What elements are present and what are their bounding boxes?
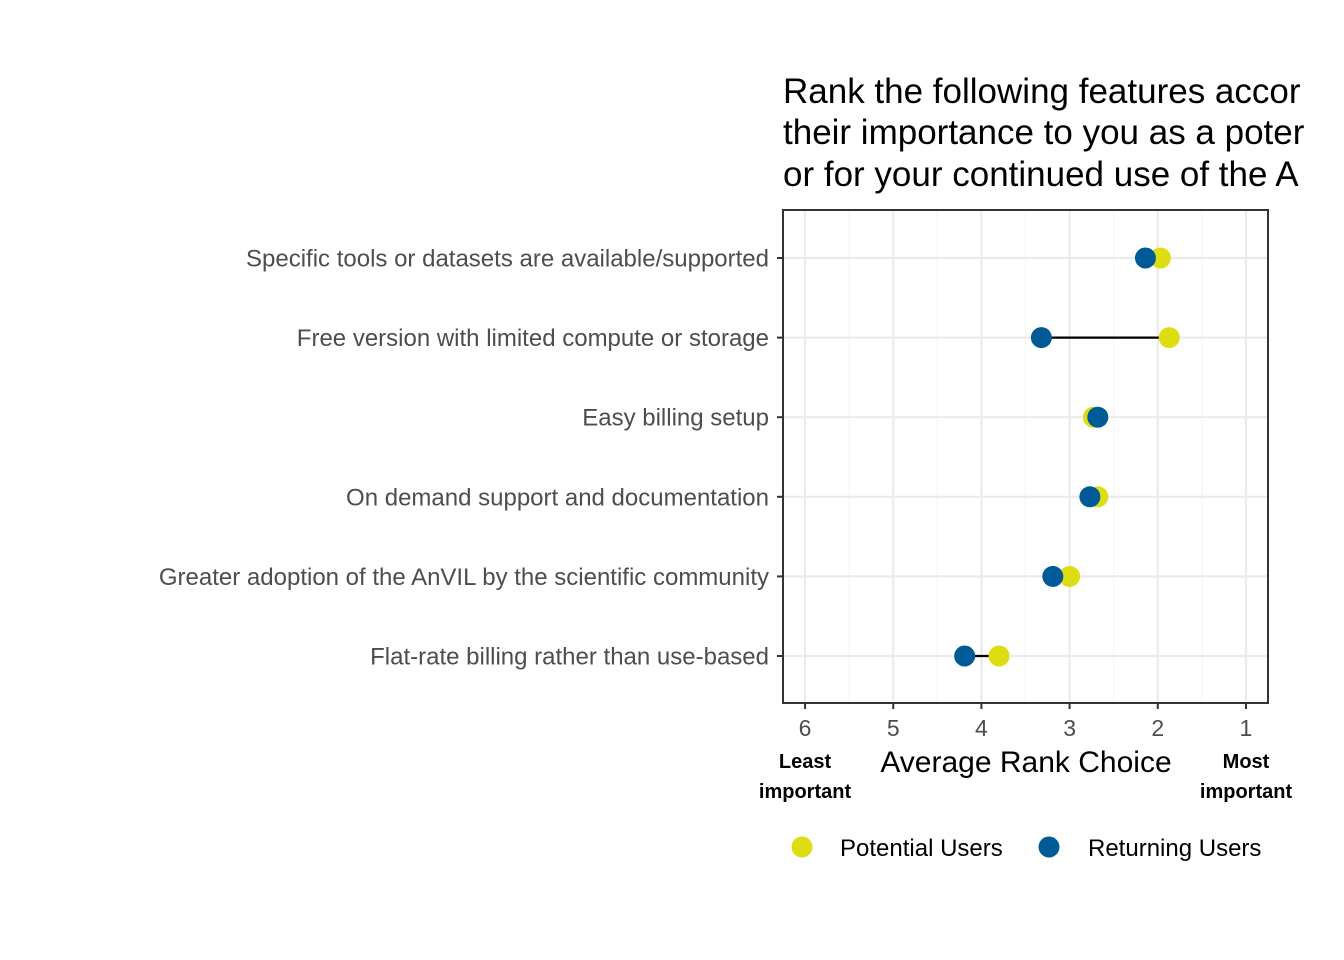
x-tick-label: 5 xyxy=(887,715,900,741)
legend-potential-users-label: Potential Users xyxy=(840,835,1003,862)
legend-potential-users-swatch xyxy=(791,836,813,858)
returning-users-point xyxy=(1042,565,1064,587)
potential-users-point xyxy=(1158,327,1180,349)
returning-users-point xyxy=(1134,247,1156,269)
returning-users-point xyxy=(1087,406,1109,428)
x-axis-title: Average Rank Choice xyxy=(880,746,1171,779)
x-tick-label: 6 xyxy=(799,715,812,741)
x-tick-label: 2 xyxy=(1151,715,1164,741)
x-tick-label: 4 xyxy=(975,715,988,741)
least-important-label-line-2: important xyxy=(759,781,852,803)
least-important-label-line-1: Least xyxy=(779,751,832,773)
legend: Potential Users Returning Users xyxy=(791,835,1261,862)
category-label: Free version with limited compute or sto… xyxy=(297,325,769,352)
returning-users-point xyxy=(954,645,976,667)
legend-returning-users-swatch xyxy=(1038,836,1060,858)
potential-users-point xyxy=(988,645,1010,667)
grid xyxy=(783,210,1268,703)
category-label: Specific tools or datasets are available… xyxy=(246,246,769,273)
chart-title-line-1: Rank the following features accor xyxy=(783,72,1301,111)
dumbbell-segments xyxy=(964,256,1170,658)
returning-users-point xyxy=(1079,486,1101,508)
returning-users-point xyxy=(1030,327,1052,349)
data-points xyxy=(954,247,1180,667)
x-axis-tick-labels: 6 5 4 3 2 1 xyxy=(799,703,1253,741)
category-label: Easy billing setup xyxy=(582,405,769,432)
x-axis-title-group: Least important Average Rank Choice Most… xyxy=(759,746,1293,803)
x-tick-label: 3 xyxy=(1063,715,1076,741)
most-important-label-line-1: Most xyxy=(1223,751,1270,773)
category-label: On demand support and documentation xyxy=(346,484,769,511)
most-important-label-line-2: important xyxy=(1200,781,1293,803)
legend-returning-users-label: Returning Users xyxy=(1088,835,1261,862)
chart-title-line-2: their importance to you as a poter xyxy=(783,113,1305,152)
panel-border xyxy=(782,209,1269,704)
category-label: Flat-rate billing rather than use-based xyxy=(370,644,769,671)
category-label: Greater adoption of the AnVIL by the sci… xyxy=(159,564,769,591)
x-tick-label: 1 xyxy=(1240,715,1253,741)
chart-title-line-3: or for your continued use of the A xyxy=(783,155,1299,194)
chart-title: Rank the following features accor their … xyxy=(783,72,1305,194)
potential-users-point xyxy=(1059,565,1081,587)
potential-users-point xyxy=(1149,247,1171,269)
y-axis-category-labels: Specific tools or datasets are available… xyxy=(159,246,783,671)
